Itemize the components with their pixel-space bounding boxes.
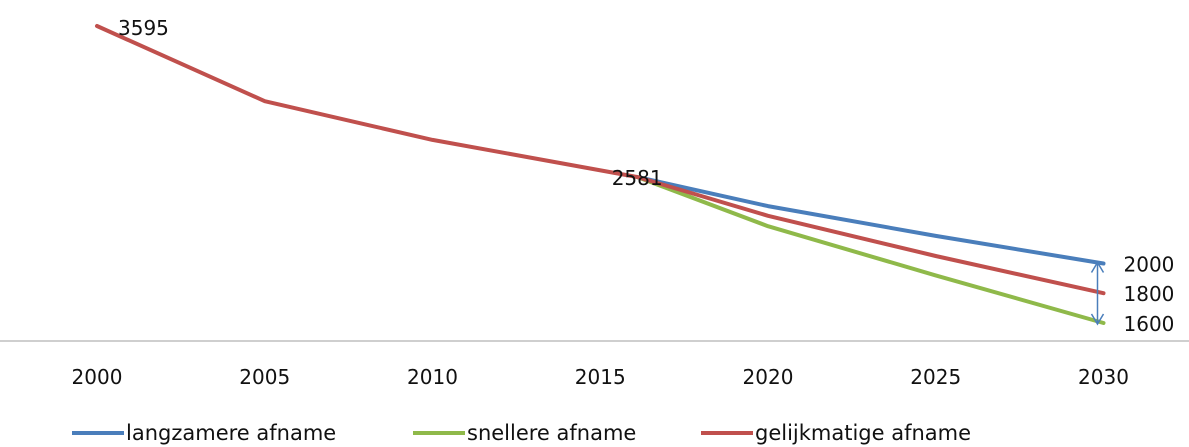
x-tick-label-2000: 2000 [72,365,123,389]
x-tick-label-2020: 2020 [743,365,794,389]
legend-item-2: gelijkmatige afname [701,421,971,445]
data-labels: 3595 2581 2000 1800 1600 [118,16,1174,336]
data-label-2581: 2581 [612,166,663,190]
series-layer [95,24,1106,325]
x-tick-label-2005: 2005 [239,365,290,389]
data-label-1800: 1800 [1124,282,1175,306]
data-label-3595: 3595 [118,16,169,40]
legend-label-0: langzamere afname [126,421,336,445]
data-label-2000: 2000 [1124,252,1175,276]
legend-item-1: snellere afname [413,421,636,445]
x-tick-label-2015: 2015 [575,365,626,389]
x-tick-label-2025: 2025 [910,365,961,389]
legend: langzamere afname snellere afname gelijkma… [72,421,971,445]
legend-item-0: langzamere afname [72,421,336,445]
data-label-1600: 1600 [1124,312,1175,336]
series-line-1 [635,175,1106,325]
legend-label-2: gelijkmatige afname [755,421,971,445]
x-tick-label-2010: 2010 [407,365,458,389]
series-line-2 [95,24,1106,296]
x-tick-labels: 2000 2005 2010 2015 2020 2025 2030 [72,365,1129,389]
range-arrow-head-top [1090,260,1105,273]
range-arrow-head-bottom [1090,313,1105,326]
range-arrow [1090,260,1105,326]
series-line-0 [635,175,1106,266]
legend-label-1: snellere afname [467,421,636,445]
x-tick-label-2030: 2030 [1078,365,1129,389]
